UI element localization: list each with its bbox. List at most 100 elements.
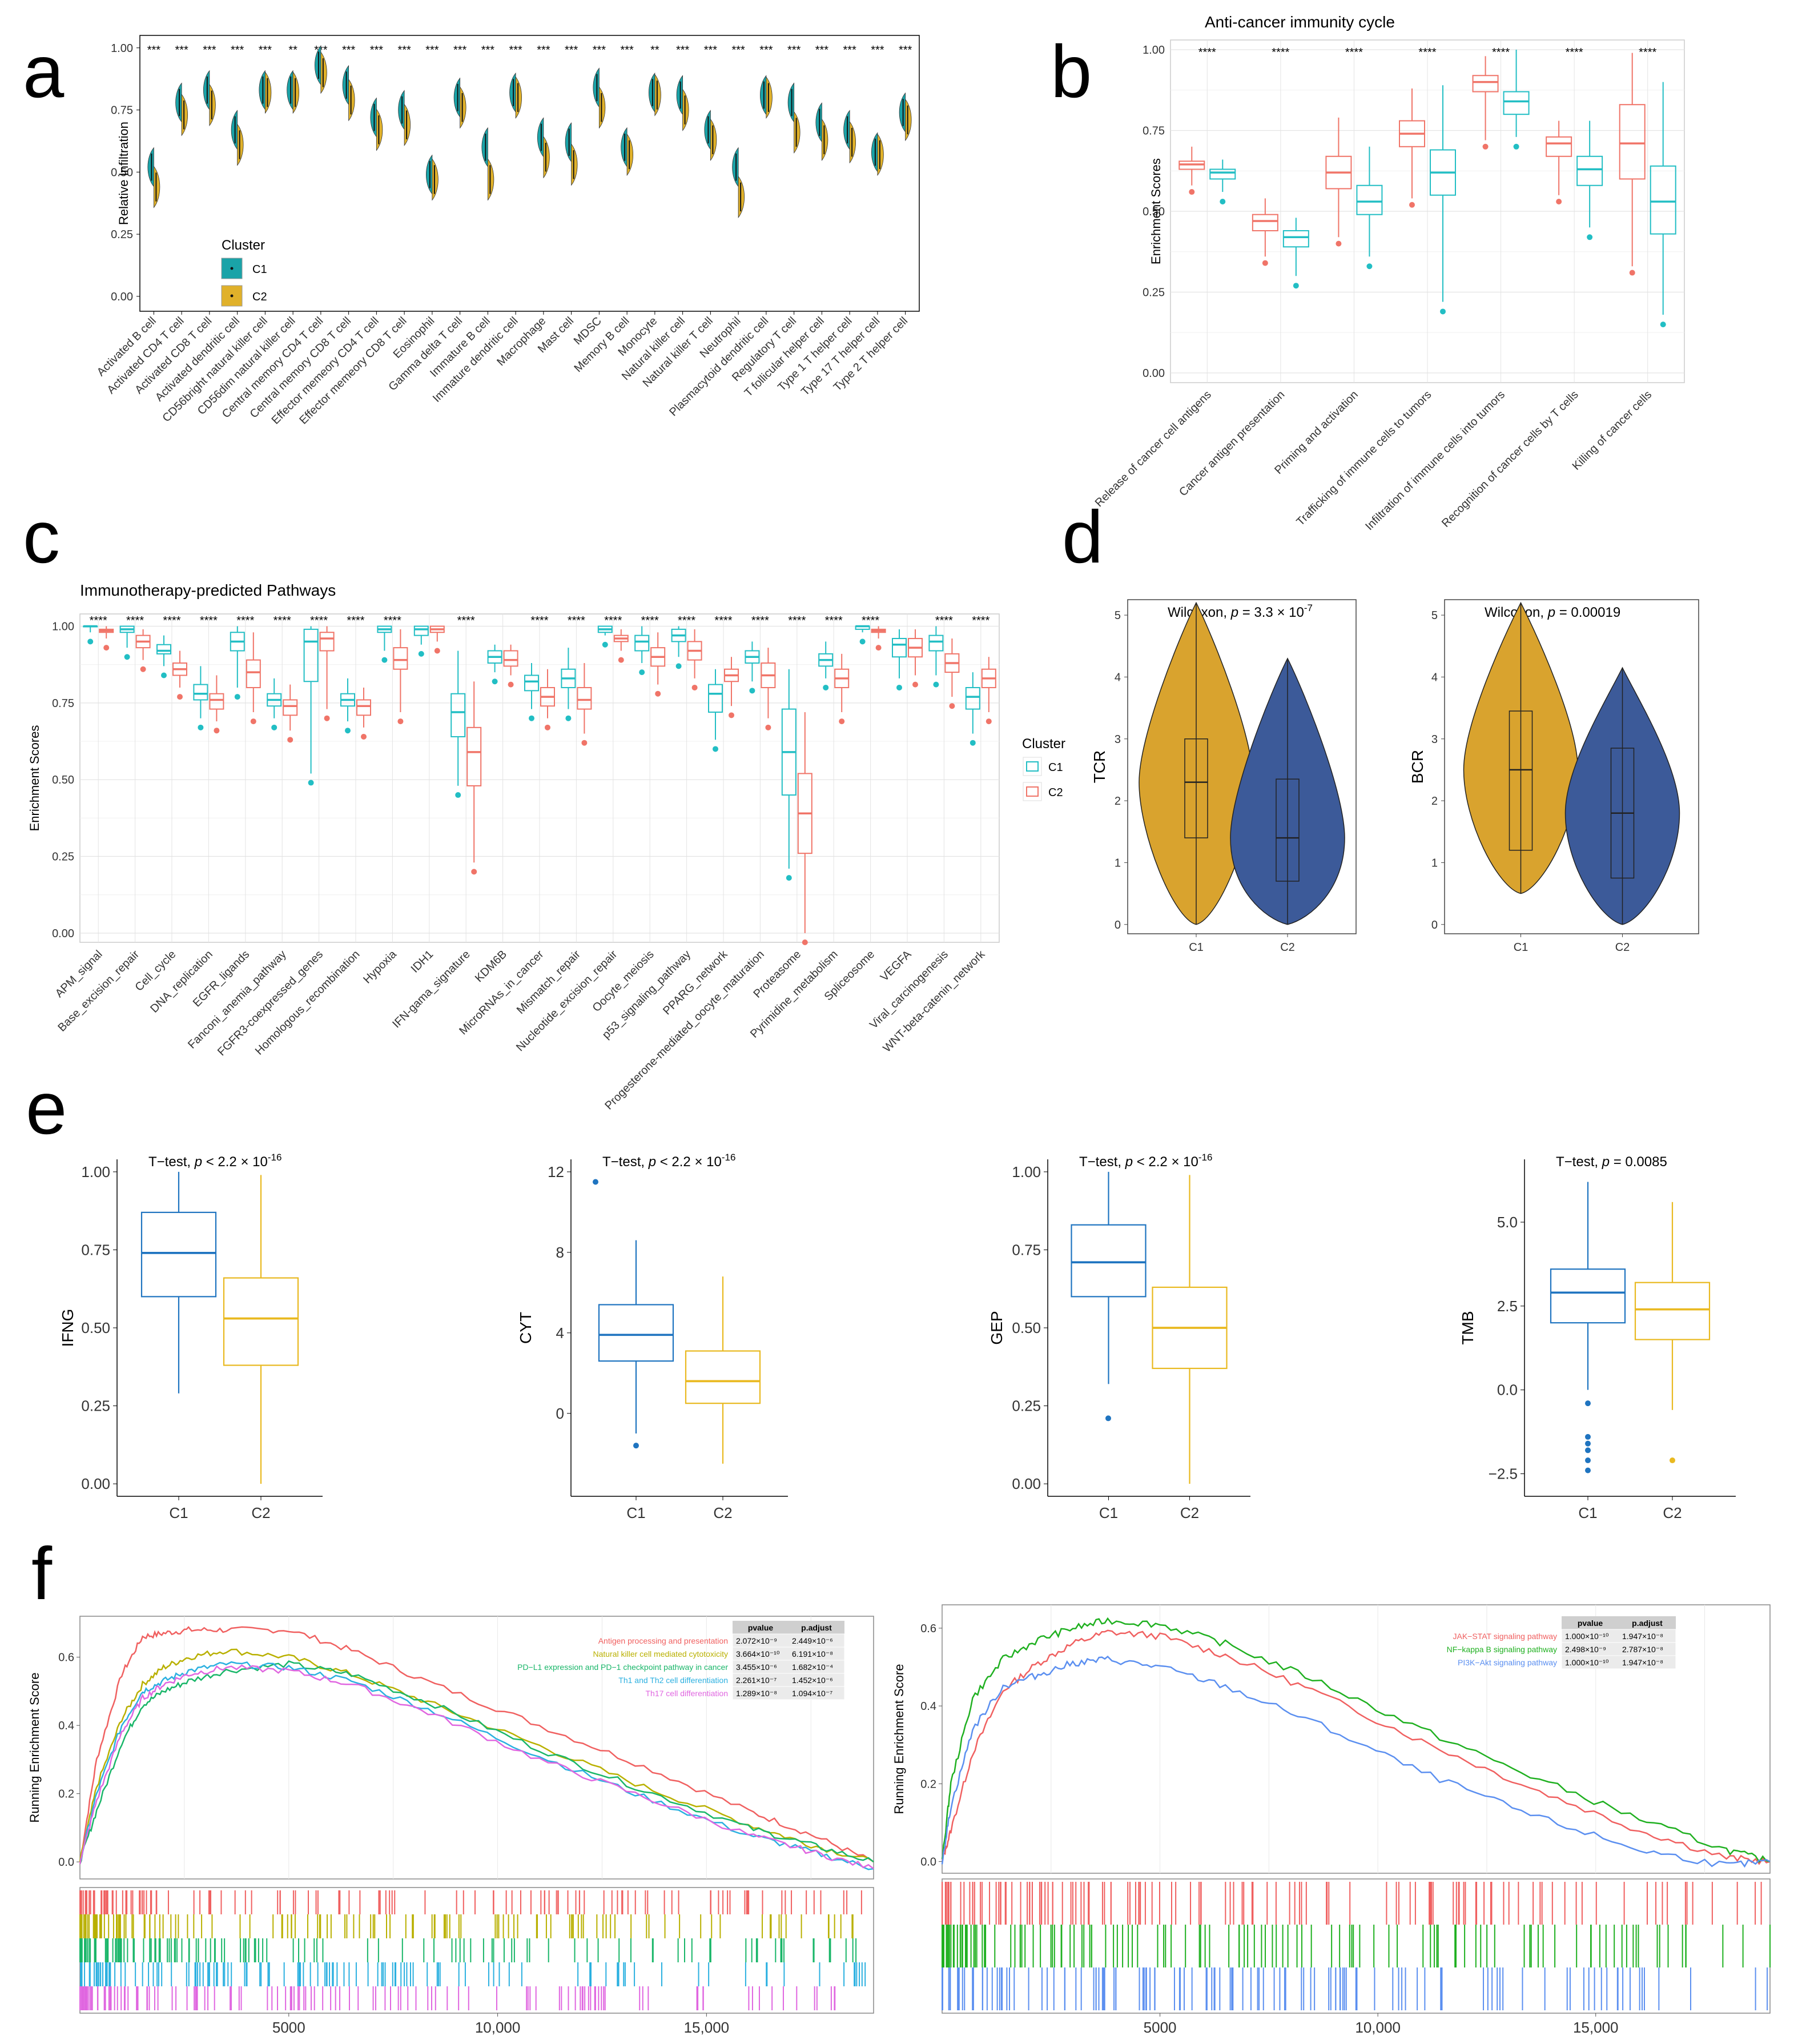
- panel-letter-f: f: [31, 1532, 53, 1615]
- y-tick-label: 0.75: [1012, 1241, 1041, 1258]
- y-tick-label: 0.25: [1143, 287, 1165, 299]
- box: [1282, 230, 1309, 248]
- y-tick-label: 4: [556, 1324, 564, 1342]
- significance-label: ****: [200, 615, 218, 627]
- y-tick-label: 0.25: [52, 851, 74, 864]
- box: [1546, 136, 1572, 157]
- panel-d-bcr-violin: 0 1 2 3 4 5 BCR Wilcoxon, p = 0.00019 C1 C2: [1409, 599, 1699, 954]
- box: [319, 632, 335, 652]
- box: [283, 699, 298, 716]
- box: [1550, 1268, 1626, 1324]
- table-pvalue: 3.664×10⁻¹⁰: [736, 1649, 780, 1659]
- y-tick-label: 0.0: [1497, 1382, 1518, 1399]
- box: [303, 628, 319, 682]
- box: [156, 644, 171, 654]
- significance-label: ***: [175, 44, 188, 57]
- outlier-point: [729, 712, 734, 718]
- x-tick-label: C1: [1099, 1504, 1118, 1521]
- significance-label: ***: [231, 44, 244, 57]
- y-tick-label: 0.25: [81, 1398, 110, 1415]
- table-padjust: 1.947×10⁻⁸: [1622, 1658, 1663, 1667]
- box: [1619, 104, 1646, 180]
- outlier-point: [618, 657, 624, 663]
- box: [223, 1277, 299, 1366]
- panel-letter-d: d: [1062, 495, 1103, 579]
- panel-f-left-gsea: 0.0 0.2 0.4 0.6 Running Enrichment Score 5000…: [27, 1616, 874, 2036]
- significance-label: ***: [759, 44, 773, 57]
- legend-key-dot: [230, 294, 234, 298]
- panel-f-right-gsea: 0.0 0.2 0.4 0.6 Running Enrichment Score 5000…: [892, 1604, 1771, 2036]
- panel-e-tmb-box: −2.5 0.0 2.5 5.0 TMB T−test, p = 0.0085 C1 C2: [1459, 1154, 1736, 1521]
- y-tick-label: 0.2: [920, 1778, 936, 1790]
- outlier-point: [1440, 308, 1446, 315]
- x-tick-label: C1: [626, 1504, 645, 1521]
- table-padjust: 2.787×10⁻⁸: [1622, 1645, 1663, 1654]
- significance-label: ****: [568, 615, 585, 627]
- box: [928, 635, 944, 652]
- violin-c2: [264, 71, 272, 114]
- y-tick-label: 0.50: [1143, 206, 1165, 218]
- significance-label: ***: [620, 44, 634, 57]
- box: [356, 699, 371, 716]
- y-tick-label: 1: [1115, 857, 1121, 869]
- outlier-point: [823, 684, 829, 690]
- y-tick-label: 0: [1115, 919, 1121, 931]
- gene-set-label: Antigen processing and presentation: [598, 1636, 728, 1645]
- outlier-point: [545, 724, 550, 730]
- x-tick-label: 5000: [1144, 2019, 1177, 2036]
- y-tick-label: 0.2: [58, 1788, 74, 1801]
- x-tick-label: 15,000: [684, 2019, 730, 2036]
- chart-title: Anti-cancer immunity cycle: [1205, 13, 1395, 31]
- box: [1650, 165, 1676, 235]
- x-tick-label: C2: [1663, 1504, 1682, 1521]
- violin-c2: [626, 133, 634, 176]
- legend-label: C1: [252, 263, 267, 276]
- y-tick-label: 0.00: [52, 927, 74, 940]
- significance-label: ****: [751, 615, 769, 627]
- y-tick-label: 0.4: [58, 1720, 74, 1732]
- y-tick-label: 4: [1431, 671, 1438, 684]
- panel-e-gep-box: 0.00 0.25 0.50 0.75 1.00 GEP T−test, p < 2.2 ×…: [988, 1152, 1250, 1521]
- y-tick-label: 0.00: [1143, 367, 1165, 380]
- significance-label: ***: [481, 44, 495, 57]
- y-tick-label: 0.50: [52, 774, 74, 786]
- y-tick-label: 0.25: [111, 228, 133, 241]
- y-tick-label: 0.4: [920, 1700, 936, 1713]
- stat-annotation: Wilcoxon, p = 0.00019: [1485, 605, 1620, 620]
- significance-label: ****: [384, 615, 401, 627]
- violin-c2: [682, 89, 689, 131]
- outlier-point: [1585, 1457, 1591, 1464]
- violin-c2: [543, 136, 550, 179]
- box: [193, 684, 208, 701]
- table-pvalue: 3.455×10⁻⁶: [736, 1662, 777, 1672]
- significance-label: ***: [537, 44, 550, 57]
- y-tick-label: 4: [1115, 671, 1121, 684]
- table-padjust: 2.449×10⁻⁶: [792, 1636, 833, 1645]
- x-tick-label: 10,000: [475, 2019, 521, 2036]
- panel-letter-b: b: [1051, 30, 1092, 113]
- outlier-point: [1585, 1440, 1591, 1447]
- y-tick-label: 2: [1431, 795, 1438, 808]
- x-tick-label: C2: [251, 1504, 270, 1521]
- outlier-point: [1556, 199, 1562, 205]
- outlier-point: [455, 792, 461, 798]
- violin-c2: [432, 158, 439, 201]
- outlier-point: [308, 780, 314, 786]
- violin-c2: [404, 103, 411, 146]
- significance-label: ****: [273, 615, 291, 627]
- outlier-point: [1366, 263, 1373, 270]
- gene-set-label: Natural killer cell mediated cytotoxicit…: [593, 1649, 728, 1659]
- outlier-point: [1629, 270, 1635, 276]
- outlier-point: [103, 645, 110, 651]
- significance-label: ***: [843, 44, 856, 57]
- significance-label: ****: [935, 615, 953, 627]
- box: [892, 637, 907, 658]
- outlier-point: [896, 684, 902, 690]
- gene-set-label: Th1 and Th2 cell differentiation: [618, 1676, 728, 1685]
- legend-key-bg: [1023, 782, 1042, 801]
- significance-label: ****: [641, 615, 659, 627]
- significance-label: ****: [1272, 46, 1289, 59]
- table-header-bg: [733, 1621, 844, 1634]
- outlier-point: [765, 724, 771, 730]
- outlier-point: [633, 1443, 639, 1449]
